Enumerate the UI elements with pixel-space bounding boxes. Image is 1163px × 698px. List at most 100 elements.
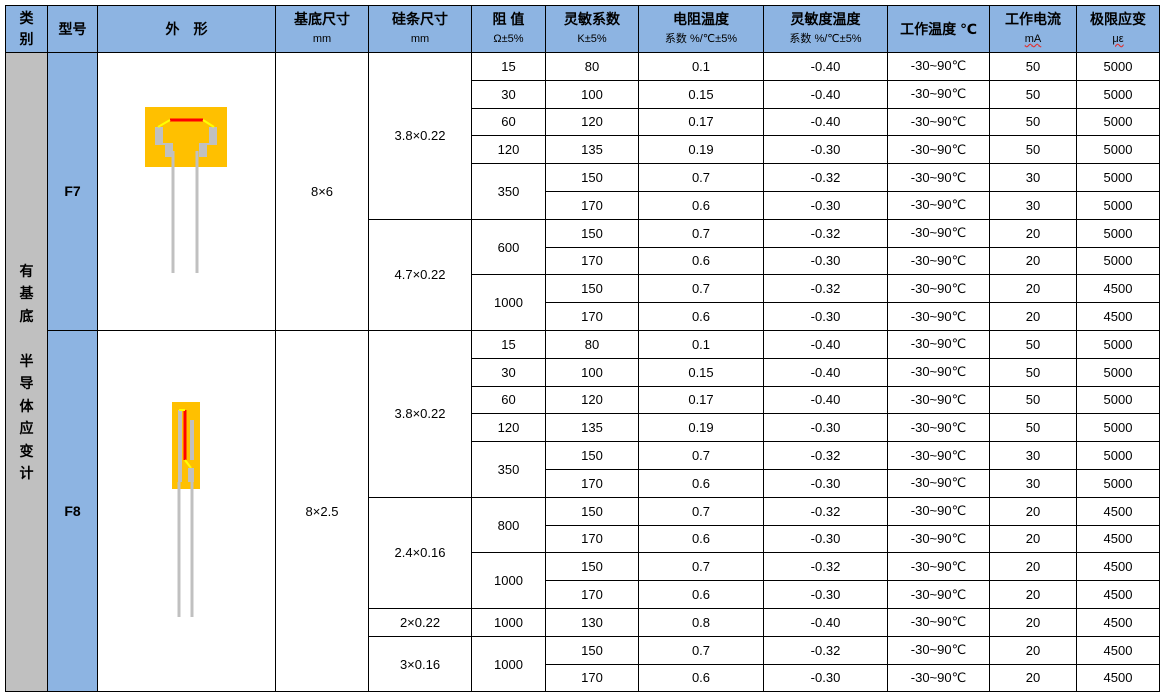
header-row: 类别 型号 外 形 基底尺寸 mm 硅条尺寸 mm 阻 值 Ω±5% 灵敏系数 K±5%… — [5, 5, 1160, 53]
working-current-cell: 50 — [989, 107, 1077, 137]
resistance-cell: 15 — [471, 52, 546, 81]
gauge-factor-cell: 130 — [545, 607, 639, 637]
strain-limit-cell: 4500 — [1076, 552, 1160, 582]
tcs-cell: -0.32 — [763, 274, 888, 304]
header-strain-label: 极限应变 — [1090, 11, 1146, 27]
table-row: 170 0.6 -0.30 -30~90℃ 30 5000 — [6, 190, 1160, 220]
gauge-factor-cell: 170 — [545, 663, 639, 693]
category-char: 体 — [19, 397, 34, 414]
gauge-factor-cell: 100 — [545, 79, 639, 109]
header-resistance: 阻 值 Ω±5% — [471, 5, 546, 53]
working-temp-cell: -30~90℃ — [887, 580, 990, 609]
working-current-cell: 20 — [989, 635, 1077, 665]
table-row: 170 0.6 -0.30 -30~90℃ 20 4500 — [6, 524, 1160, 554]
tcs-cell: -0.32 — [763, 496, 888, 526]
tcs-cell: -0.30 — [763, 302, 888, 331]
gauge-factor-cell: 150 — [545, 496, 639, 526]
working-current-cell: 30 — [989, 163, 1077, 192]
resistance-cell: 1000 — [471, 552, 546, 609]
table-row: 170 0.6 -0.30 -30~90℃ 30 5000 — [6, 468, 1160, 498]
table-row: 4.7×0.22 600 150 0.7 -0.32 -30~90℃ 20 5000 — [6, 218, 1160, 331]
header-resistance-unit: Ω±5% — [493, 33, 524, 45]
header-shape: 外 形 — [97, 5, 276, 53]
tcr-cell: 0.15 — [638, 357, 764, 387]
working-current-cell: 20 — [989, 552, 1077, 582]
gauge-factor-cell: 150 — [545, 635, 639, 665]
strain-limit-cell: 5000 — [1076, 357, 1160, 387]
strain-limit-cell: 4500 — [1076, 524, 1160, 554]
header-gauge: 灵敏系数 K±5% — [545, 5, 639, 53]
strain-limit-cell: 5000 — [1076, 218, 1160, 248]
f8-strain-gauge-image — [97, 329, 276, 693]
table-row: 60 120 0.17 -0.40 -30~90℃ 50 5000 — [6, 107, 1160, 137]
model-cell: F8 — [47, 329, 98, 693]
tcr-cell: 0.19 — [638, 135, 764, 165]
header-tcs-unit: 系数 %/℃±5% — [789, 33, 862, 45]
working-current-cell: 20 — [989, 607, 1077, 637]
strain-limit-cell: 5000 — [1076, 79, 1160, 109]
working-current-cell: 20 — [989, 663, 1077, 693]
working-current-cell: 20 — [989, 524, 1077, 554]
gauge-factor-cell: 170 — [545, 246, 639, 276]
header-substrate-unit: mm — [312, 33, 332, 45]
tcr-cell: 0.7 — [638, 274, 764, 304]
strain-limit-cell: 5000 — [1076, 385, 1160, 415]
tcs-cell: -0.30 — [763, 524, 888, 554]
strain-limit-cell: 4500 — [1076, 274, 1160, 304]
resistance-cell: 15 — [471, 329, 546, 359]
header-temp: 工作温度 ℃ — [887, 5, 990, 53]
tcs-cell: -0.32 — [763, 163, 888, 192]
resistance-cell: 120 — [471, 413, 546, 443]
strip-size-cell: 3.8×0.22 — [368, 52, 472, 220]
header-strip-label: 硅条尺寸 — [392, 11, 448, 27]
table-row: 170 0.6 -0.30 -30~90℃ 20 4500 — [6, 580, 1160, 609]
tcs-cell: -0.30 — [763, 468, 888, 498]
substrate-size-cell: 8×2.5 — [275, 329, 369, 693]
working-temp-cell: -30~90℃ — [887, 496, 990, 526]
tcr-cell: 0.7 — [638, 552, 764, 582]
category-char — [6, 327, 47, 350]
working-temp-cell: -30~90℃ — [887, 663, 990, 693]
gauge-factor-cell: 80 — [545, 329, 639, 359]
tcs-cell: -0.32 — [763, 218, 888, 248]
tcs-cell: -0.40 — [763, 385, 888, 415]
gauge-factor-cell: 120 — [545, 107, 639, 137]
working-temp-cell: -30~90℃ — [887, 163, 990, 192]
tcs-cell: -0.30 — [763, 135, 888, 165]
working-current-cell: 30 — [989, 441, 1077, 470]
header-tcs-label: 灵敏度温度 — [790, 11, 861, 27]
tcr-cell: 0.1 — [638, 329, 764, 359]
header-strain: 极限应变 με — [1076, 5, 1160, 53]
strain-limit-cell: 5000 — [1076, 413, 1160, 443]
working-current-cell: 50 — [989, 135, 1077, 165]
tcr-cell: 0.17 — [638, 385, 764, 415]
table-row: 170 0.6 -0.30 -30~90℃ 20 4500 — [6, 663, 1160, 693]
header-tcr-label: 电阻温度 — [673, 11, 729, 27]
tcs-cell: -0.30 — [763, 246, 888, 276]
tcs-cell: -0.40 — [763, 107, 888, 137]
gauge-factor-cell: 120 — [545, 385, 639, 415]
tcs-cell: -0.40 — [763, 357, 888, 387]
strain-limit-cell: 5000 — [1076, 246, 1160, 276]
tcs-cell: -0.30 — [763, 580, 888, 609]
category-char: 变 — [19, 442, 34, 459]
header-current-label: 工作电流 — [1005, 11, 1061, 27]
header-strain-unit: με — [1112, 33, 1124, 45]
resistance-cell: 60 — [471, 385, 546, 415]
gauge-factor-cell: 150 — [545, 218, 639, 248]
strip-size-cell: 4.7×0.22 — [368, 218, 472, 331]
gauge-factor-cell: 170 — [545, 524, 639, 554]
working-temp-cell: -30~90℃ — [887, 329, 990, 359]
strain-limit-cell: 5000 — [1076, 52, 1160, 81]
gauge-factor-cell: 150 — [545, 441, 639, 470]
working-current-cell: 20 — [989, 496, 1077, 526]
tcr-cell: 0.7 — [638, 163, 764, 192]
tcr-cell: 0.19 — [638, 413, 764, 443]
category-char: 应 — [19, 420, 34, 437]
working-temp-cell: -30~90℃ — [887, 274, 990, 304]
tcs-cell: -0.40 — [763, 329, 888, 359]
working-temp-cell: -30~90℃ — [887, 635, 990, 665]
strain-limit-cell: 5000 — [1076, 329, 1160, 359]
category-char: 基 — [19, 285, 34, 302]
working-current-cell: 50 — [989, 329, 1077, 359]
